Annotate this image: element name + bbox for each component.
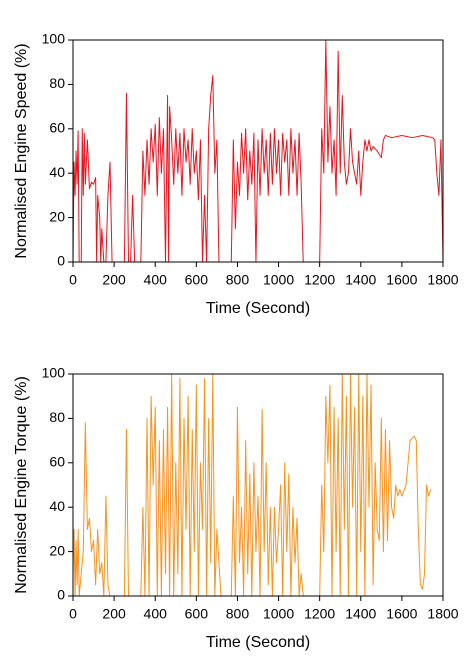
y-axis-title: Normalised Engine Torque (%) [13, 376, 30, 594]
x-tick-label: 1600 [386, 272, 417, 288]
y-tick-label: 80 [49, 409, 65, 425]
x-tick-label: 1000 [263, 606, 294, 622]
plot-frame [72, 39, 444, 263]
x-tick-label: 1200 [304, 272, 335, 288]
x-tick-label: 1800 [427, 606, 458, 622]
y-tick-label: 40 [49, 498, 65, 514]
x-tick-label: 1000 [263, 272, 294, 288]
x-tick-label: 600 [185, 606, 209, 622]
y-axis-title: Normalised Engine Speed (%) [13, 43, 30, 258]
y-tick-label: 80 [49, 75, 65, 91]
y-tick-label: 20 [49, 208, 65, 224]
y-tick-label: 0 [57, 587, 65, 603]
y-tick-label: 0 [57, 253, 65, 269]
x-tick-label: 800 [226, 272, 250, 288]
y-tick-label: 100 [42, 365, 66, 381]
plot-frame [72, 373, 444, 597]
x-tick-label: 400 [144, 606, 168, 622]
x-tick-label: 400 [144, 272, 168, 288]
x-tick-label: 1400 [345, 606, 376, 622]
x-tick-label: 1400 [345, 272, 376, 288]
x-axis-title: Time (Second) [206, 634, 310, 651]
y-tick-label: 100 [42, 31, 66, 47]
y-tick-label: 20 [49, 542, 65, 558]
x-tick-label: 0 [69, 272, 77, 288]
x-tick-label: 200 [102, 272, 126, 288]
x-tick-label: 1600 [386, 606, 417, 622]
x-tick-label: 600 [185, 272, 209, 288]
y-tick-label: 40 [49, 164, 65, 180]
x-tick-label: 0 [69, 606, 77, 622]
x-tick-label: 200 [102, 606, 126, 622]
y-tick-label: 60 [49, 120, 65, 136]
line [72, 373, 432, 597]
x-tick-label: 1200 [304, 606, 335, 622]
x-tick-label: 1800 [427, 272, 458, 288]
x-axis-title: Time (Second) [206, 300, 310, 317]
x-tick-label: 800 [226, 606, 250, 622]
y-tick-label: 60 [49, 454, 65, 470]
line [72, 39, 444, 263]
